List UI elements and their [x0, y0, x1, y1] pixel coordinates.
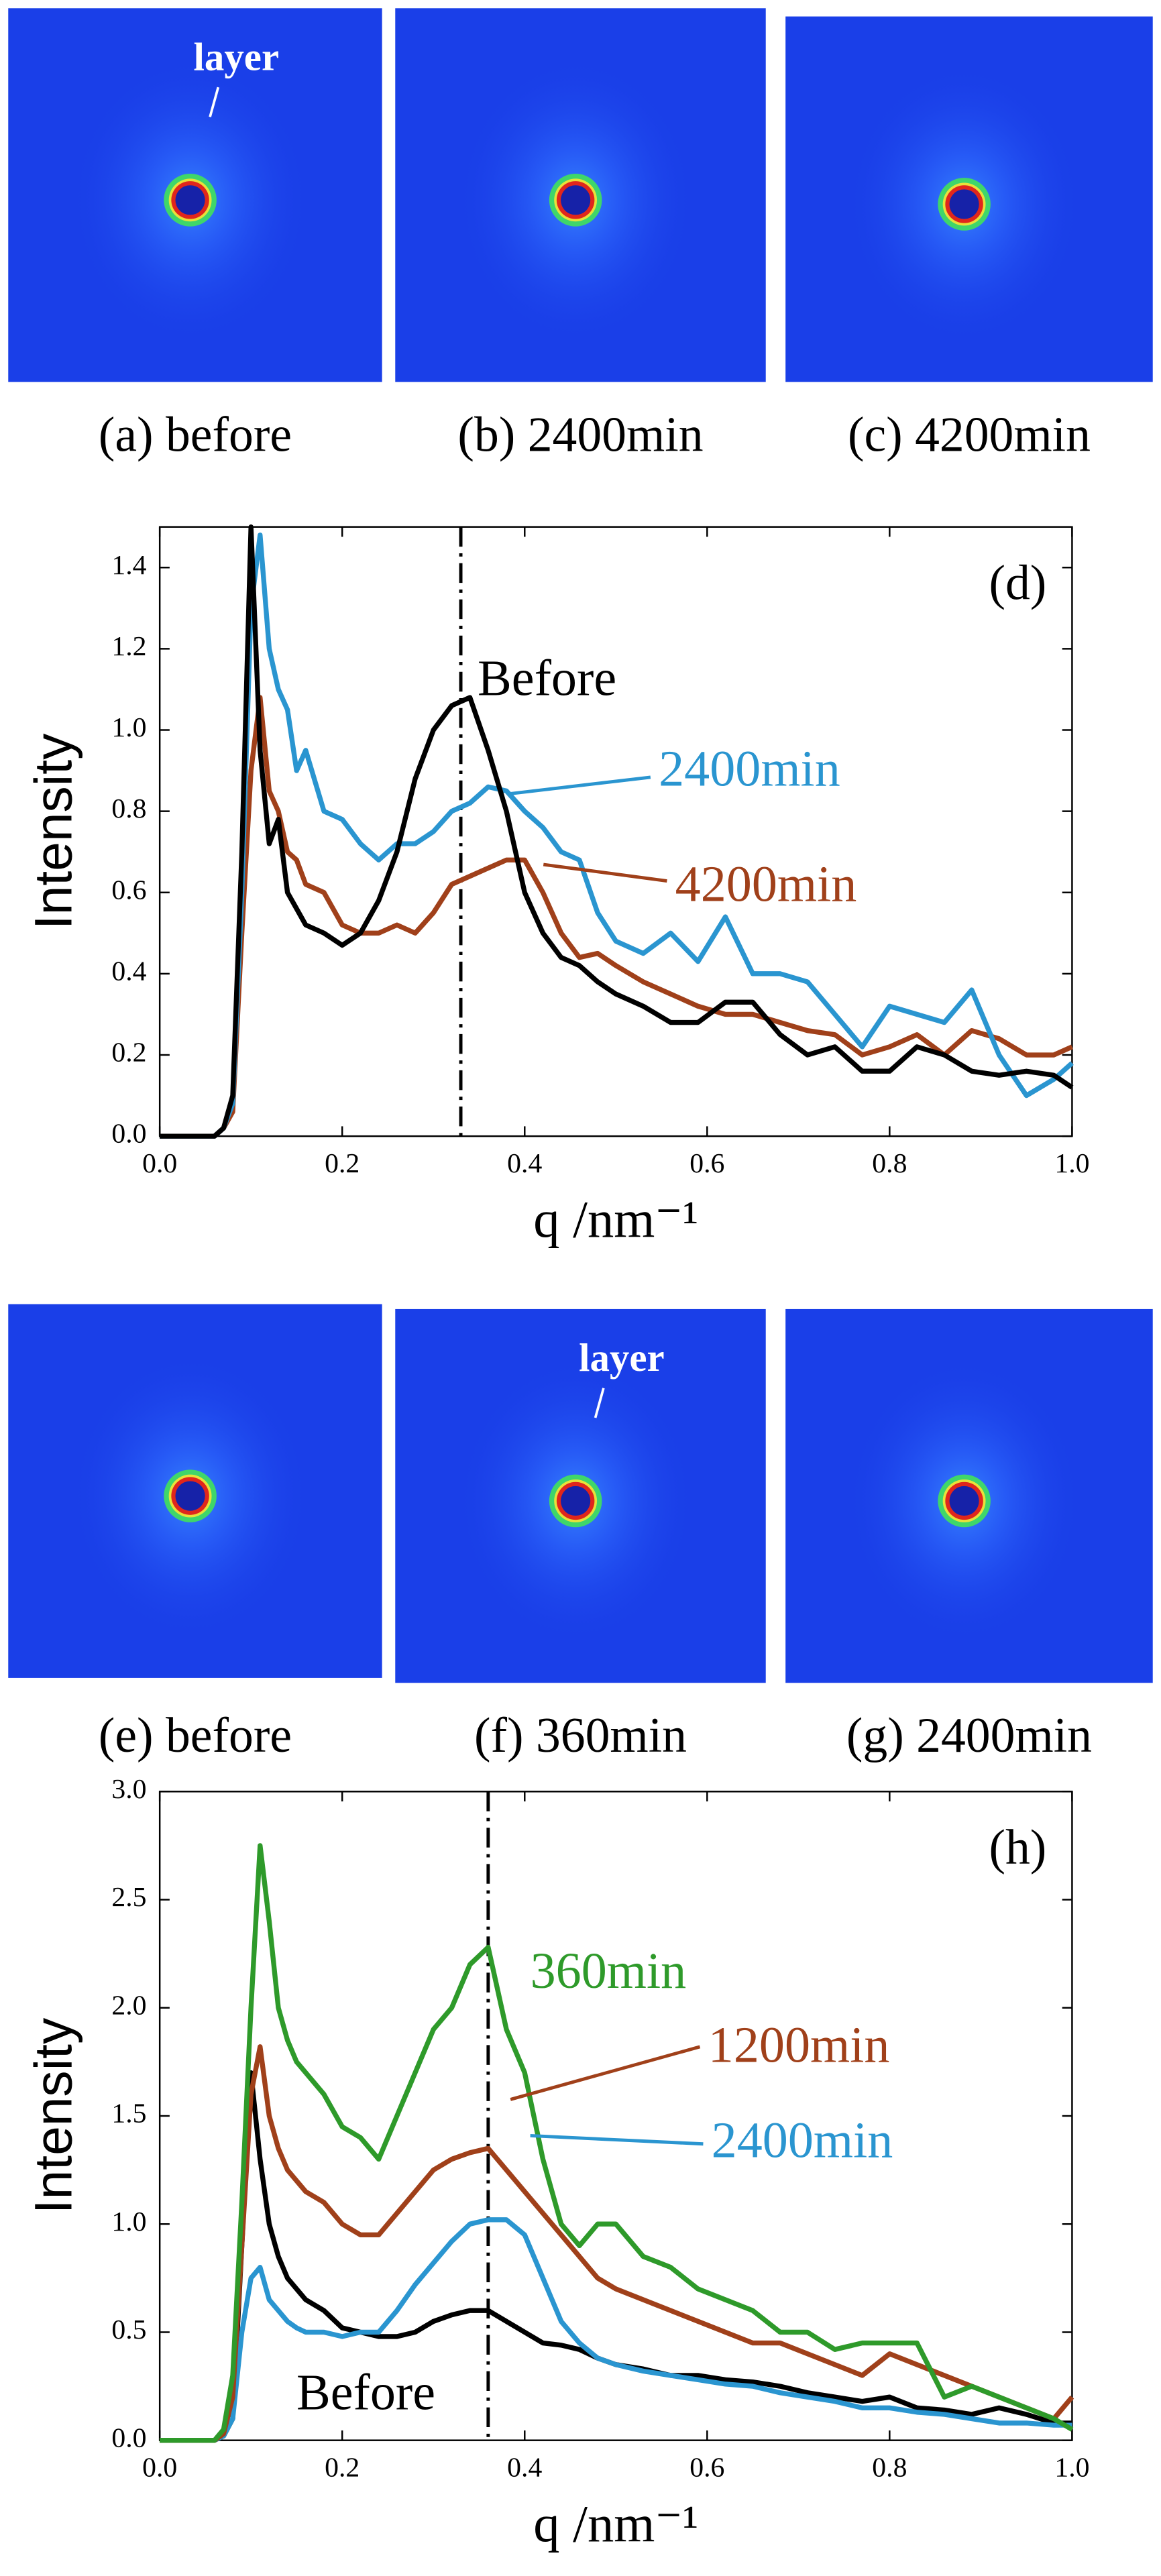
x-tick-label: 0.2: [325, 1148, 360, 1179]
x-axis-label: q /nm⁻¹: [533, 1190, 698, 1249]
series-line: [160, 524, 1074, 1139]
x-tick-label: 0.2: [325, 2452, 360, 2483]
x-axis-label: q /nm⁻¹: [533, 2494, 698, 2553]
y-tick-label: 3.0: [111, 1774, 146, 1805]
saxs-image: [395, 8, 766, 382]
panel-label: (h): [989, 1819, 1046, 1874]
beam-stop: [175, 185, 205, 215]
annotation-leader: [209, 87, 220, 117]
image-caption: (f) 360min: [474, 1707, 687, 1762]
series-label: 360min: [531, 1943, 687, 1999]
x-tick-label: 0.4: [507, 1148, 542, 1179]
x-tick-label: 0.6: [689, 2452, 724, 2483]
image-caption: (b) 2400min: [457, 406, 703, 461]
series-label: 1200min: [708, 2017, 890, 2073]
x-tick-label: 0.4: [507, 2452, 542, 2483]
y-tick-label: 2.0: [111, 1990, 146, 2021]
saxs-image: [785, 16, 1153, 382]
series-label: Before: [296, 2364, 435, 2420]
label-leader: [543, 862, 667, 883]
x-tick-label: 0.8: [872, 1148, 907, 1179]
y-tick-label: 0.4: [111, 956, 146, 987]
series-label: 2400min: [712, 2113, 893, 2169]
annotation-leader: [594, 1388, 605, 1418]
y-tick-label: 0.0: [111, 1119, 146, 1150]
x-tick-label: 0.0: [142, 1148, 177, 1179]
series-line: [160, 1843, 1074, 2443]
plot-frame: [158, 526, 1073, 1137]
beam-stop: [949, 1486, 979, 1516]
x-tick-label: 1.0: [1054, 2452, 1089, 2483]
y-tick-label: 2.5: [111, 1882, 146, 1913]
x-tick-label: 0.0: [142, 2452, 177, 2483]
image-caption: (e) before: [99, 1707, 292, 1762]
series-label: 4200min: [675, 856, 857, 912]
x-tick-label: 0.8: [872, 2452, 907, 2483]
x-tick-label: 1.0: [1054, 1148, 1089, 1179]
y-tick-label: 1.4: [111, 550, 146, 581]
label-leader: [530, 2134, 704, 2146]
y-tick-label: 1.5: [111, 2098, 146, 2129]
plot-frame: [158, 1791, 1073, 2441]
beam-stop: [949, 189, 979, 219]
y-tick-label: 0.5: [111, 2314, 146, 2345]
y-tick-label: 1.0: [111, 712, 146, 743]
image-caption: (a) before: [99, 406, 292, 461]
image-caption: (g) 2400min: [846, 1707, 1092, 1762]
x-tick-label: 0.6: [689, 1148, 724, 1179]
y-tick-label: 1.0: [111, 2206, 146, 2237]
series-line: [160, 2044, 1074, 2443]
series-line: [160, 2070, 1072, 2443]
beam-stop: [561, 1486, 591, 1516]
series-label: Before: [478, 650, 616, 706]
series-line: [160, 2217, 1072, 2443]
y-tick-label: 0.8: [111, 793, 146, 824]
y-tick-label: 0.2: [111, 1038, 146, 1068]
y-axis-label: Intensity: [24, 733, 83, 930]
label-leader: [510, 2045, 701, 2101]
y-tick-label: 0.6: [111, 875, 146, 905]
label-leader: [510, 775, 651, 795]
image-annotation: layer: [194, 34, 280, 78]
series-label: 2400min: [659, 740, 840, 797]
saxs-image: [395, 1308, 766, 1683]
image-annotation: layer: [579, 1335, 665, 1380]
saxs-image: [785, 1308, 1153, 1683]
image-caption: (c) 4200min: [848, 406, 1091, 461]
beam-stop: [561, 185, 591, 215]
y-tick-label: 1.2: [111, 631, 146, 662]
beam-stop: [175, 1481, 205, 1511]
panel-label: (d): [989, 555, 1046, 610]
saxs-image: [8, 1304, 382, 1678]
y-axis-label: Intensity: [24, 2017, 83, 2214]
saxs-image: [8, 8, 382, 382]
y-tick-label: 0.0: [111, 2422, 146, 2453]
